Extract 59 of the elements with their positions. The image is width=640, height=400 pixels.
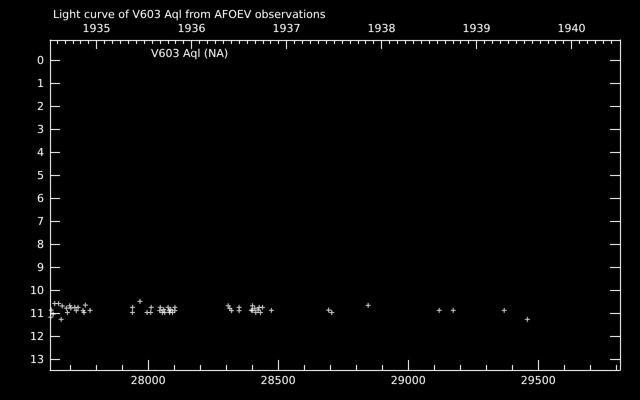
point (68, 306, 74, 311)
y-tick-label: 10 (30, 284, 44, 297)
point (64, 310, 70, 315)
x2-tick-label: 1939 (462, 22, 491, 35)
point (161, 306, 166, 312)
x2-tick-label: 1938 (368, 22, 396, 35)
point (229, 308, 234, 314)
point (366, 302, 371, 308)
point (326, 308, 332, 313)
x2-tick-label: 1940 (558, 22, 586, 35)
point (148, 304, 154, 310)
y-tick-label: 9 (37, 260, 44, 274)
point (82, 302, 88, 308)
x-tick-label: 29500 (520, 374, 556, 387)
y-tick-label: 5 (37, 168, 44, 182)
x2-tick-label: 1936 (178, 22, 206, 35)
point (268, 308, 274, 313)
point (450, 308, 456, 313)
y-tick-label: 2 (37, 100, 44, 113)
point (56, 300, 62, 306)
point (48, 314, 54, 320)
point (50, 312, 56, 317)
point (64, 306, 69, 311)
x-tick-label: 29000 (390, 374, 426, 387)
x-tick-label: 28000 (130, 374, 166, 387)
y-tick-label: 0 (37, 54, 44, 67)
point (252, 306, 258, 311)
point (260, 304, 266, 310)
point (88, 308, 93, 313)
point (148, 310, 154, 315)
point (130, 310, 135, 315)
point (76, 304, 81, 310)
y-tick-label: 6 (37, 192, 44, 205)
point (329, 310, 334, 315)
y-tick-label: 8 (37, 238, 44, 251)
point (48, 308, 54, 313)
point (58, 316, 64, 322)
point (158, 304, 163, 310)
point (74, 308, 79, 314)
y-tick-label: 4 (37, 146, 44, 159)
point (60, 304, 65, 309)
point (236, 308, 242, 314)
y-tick-label: 12 (30, 330, 44, 343)
x2-tick-label: 1937 (272, 22, 301, 35)
y-tick-label: 3 (37, 122, 44, 136)
y-tick-label: 1 (37, 76, 44, 90)
chart-title: Light curve of V603 Aql from AFOEV observations (53, 8, 326, 21)
y-tick-label: 11 (30, 306, 44, 320)
point (524, 316, 530, 322)
x2-tick-label: 1935 (82, 22, 111, 35)
point (138, 298, 143, 304)
y-tick-label: 7 (37, 214, 44, 228)
y-tick-label: 13 (30, 352, 44, 366)
x-tick-label: 28500 (260, 374, 296, 387)
point (436, 308, 442, 313)
annotation: V603 Aql (NA) (151, 47, 228, 60)
point (502, 308, 507, 313)
point (130, 304, 135, 310)
point (162, 310, 168, 315)
